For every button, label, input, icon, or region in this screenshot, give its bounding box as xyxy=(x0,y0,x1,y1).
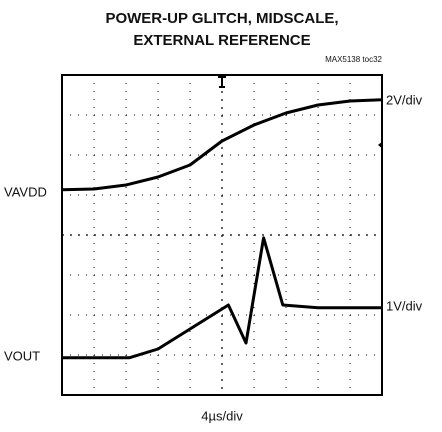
trigger-marker xyxy=(218,76,226,88)
scale-label: 2V/div xyxy=(386,92,423,107)
chart-title: EXTERNAL REFERENCE xyxy=(133,32,310,49)
series-label: VOUT xyxy=(4,348,40,363)
note: MAX5138 toc32 xyxy=(325,55,382,64)
x-label: 4µs/div xyxy=(201,408,243,423)
scale-label: 1V/div xyxy=(386,298,423,313)
chart-title: POWER-UP GLITCH, MIDSCALE, xyxy=(105,10,338,27)
trace xyxy=(62,236,382,360)
trace xyxy=(61,98,383,192)
series-label: VAVDD xyxy=(4,184,47,199)
level-marker xyxy=(378,141,383,149)
